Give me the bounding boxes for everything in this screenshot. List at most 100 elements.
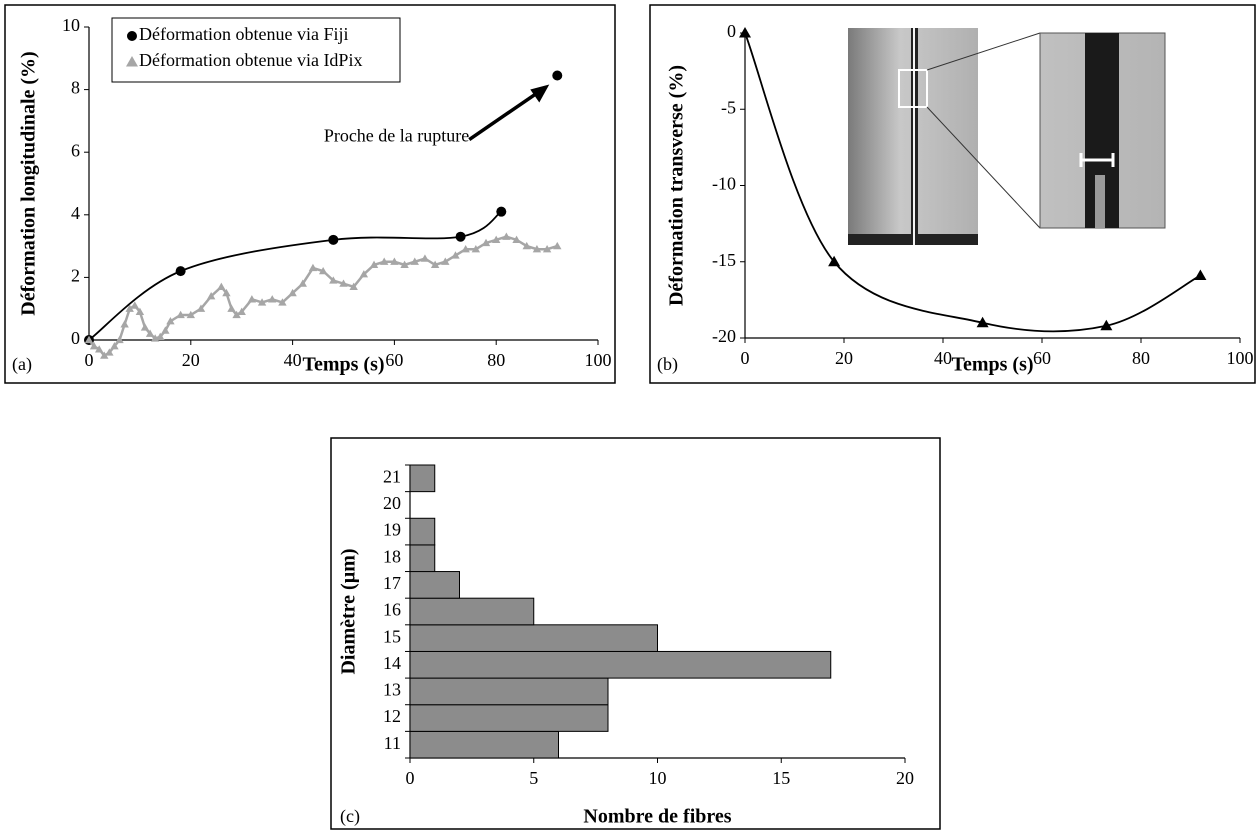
zoom-glint xyxy=(1095,175,1105,228)
x-tick-label: 10 xyxy=(649,768,667,788)
y-tick-label: 21 xyxy=(383,466,401,486)
point xyxy=(222,288,231,297)
x-tick-label: 20 xyxy=(835,348,853,368)
y-tick-label: 8 xyxy=(71,78,80,98)
bar xyxy=(409,517,436,546)
point xyxy=(308,263,318,272)
point xyxy=(359,270,369,278)
bar xyxy=(409,704,609,732)
y-tick-label: 10 xyxy=(62,15,80,35)
bar xyxy=(409,677,609,706)
point xyxy=(739,27,751,38)
point xyxy=(175,266,186,277)
series-line xyxy=(744,32,1201,333)
point xyxy=(349,282,358,290)
point xyxy=(115,335,124,344)
x-tick-label: 20 xyxy=(182,350,200,370)
point xyxy=(232,310,241,319)
point xyxy=(380,257,389,265)
point xyxy=(89,342,99,350)
inset-photos xyxy=(848,28,1166,245)
y-tick-label: 0 xyxy=(71,328,80,348)
point xyxy=(828,255,841,267)
y-tick-label: 14 xyxy=(383,653,401,673)
y-tick-label: 12 xyxy=(383,706,401,726)
point xyxy=(1100,319,1113,331)
point xyxy=(318,266,328,275)
y-tick-label: -20 xyxy=(712,326,736,346)
y-axis-label: Déformation transverse (%) xyxy=(666,65,688,306)
point xyxy=(298,279,307,287)
point xyxy=(339,279,348,287)
point xyxy=(410,257,419,265)
x-tick-label: 5 xyxy=(529,768,538,788)
x-axis-label: Temps (s) xyxy=(951,354,1033,376)
panel-label: (c) xyxy=(340,806,360,827)
point xyxy=(420,254,430,262)
x-tick-label: 40 xyxy=(284,350,302,370)
x-tick-label: 80 xyxy=(487,350,505,370)
y-axis-label: Diamètre (µm) xyxy=(338,548,360,674)
y-tick-label: 6 xyxy=(71,140,80,160)
point xyxy=(976,316,989,328)
y-tick-label: 20 xyxy=(383,493,401,513)
point xyxy=(502,232,511,240)
point xyxy=(227,304,236,312)
point xyxy=(217,282,226,290)
bar xyxy=(409,624,658,652)
point xyxy=(522,241,531,250)
point xyxy=(532,245,542,253)
point xyxy=(288,288,297,297)
point xyxy=(186,310,195,319)
x-tick-label: 0 xyxy=(406,768,415,788)
y-tick-label: 19 xyxy=(383,520,401,540)
legend-label: Déformation obtenue via IdPix xyxy=(139,50,362,70)
x-tick-label: 100 xyxy=(1227,348,1254,368)
y-tick-label: 2 xyxy=(71,266,80,286)
point xyxy=(542,245,552,253)
y-tick-label: 4 xyxy=(71,203,80,223)
legend-box xyxy=(111,17,401,83)
panel-label: (a) xyxy=(12,354,32,375)
point xyxy=(145,329,155,337)
bar xyxy=(409,650,832,679)
point xyxy=(247,295,257,303)
x-tick-label: 60 xyxy=(1033,348,1051,368)
point xyxy=(481,238,491,247)
y-tick-label: -15 xyxy=(712,250,736,270)
point xyxy=(328,234,339,245)
panel-frame xyxy=(649,4,1256,384)
y-tick-label: 13 xyxy=(383,680,401,700)
point xyxy=(156,332,165,341)
point xyxy=(390,257,399,265)
x-tick-label: 60 xyxy=(385,350,403,370)
y-tick-label: 11 xyxy=(384,733,401,753)
point xyxy=(110,342,119,350)
fiber-glint xyxy=(913,28,915,245)
x-tick-label: 40 xyxy=(934,348,952,368)
y-tick-label: 18 xyxy=(383,546,401,566)
legend-marker xyxy=(127,31,137,41)
annotation-point xyxy=(552,70,563,81)
point xyxy=(278,298,287,306)
bar xyxy=(409,571,460,599)
y-tick-label: 16 xyxy=(383,600,401,620)
point xyxy=(553,241,562,250)
point xyxy=(455,231,466,242)
point xyxy=(130,301,140,309)
point xyxy=(84,335,94,344)
point xyxy=(196,304,206,312)
point xyxy=(329,276,338,284)
annotation-text: Proche de la rupture xyxy=(324,126,469,146)
annotation-arrow xyxy=(468,90,541,141)
x-axis-label: Nombre de fibres xyxy=(583,806,731,828)
point xyxy=(135,307,145,315)
point xyxy=(492,235,501,243)
y-tick-label: 0 xyxy=(727,21,736,41)
x-axis-label: Temps (s) xyxy=(302,354,384,376)
point xyxy=(166,317,175,325)
point xyxy=(94,345,104,353)
point xyxy=(496,206,507,217)
point xyxy=(471,245,481,253)
